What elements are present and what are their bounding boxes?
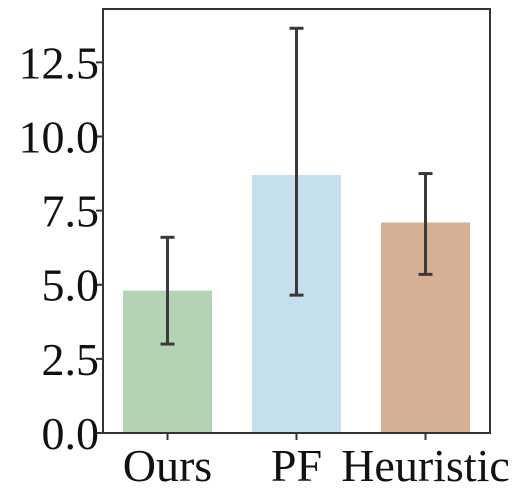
error-bars-group (160, 26, 433, 346)
x-tick-label: Heuristic (341, 440, 510, 491)
y-tick-label: 10.0 (19, 111, 100, 162)
error-bar-ours (160, 235, 175, 346)
y-axis: 0.0 2.5 5.0 7.5 10.0 12.5 (19, 37, 103, 459)
error-bar-heuristic (418, 172, 433, 276)
error-bar-pf (289, 26, 304, 297)
x-tick-label: Ours (123, 440, 212, 491)
y-tick-label: 7.5 (42, 186, 100, 237)
y-tick-label: 5.0 (42, 260, 100, 311)
x-axis: Ours PF Heuristic (123, 433, 510, 491)
x-tick-label: PF (271, 440, 322, 491)
y-tick-label: 12.5 (19, 37, 100, 88)
y-tick-label: 0.0 (42, 408, 100, 459)
y-tick-label: 2.5 (42, 334, 100, 385)
plot-frame (102, 8, 491, 434)
